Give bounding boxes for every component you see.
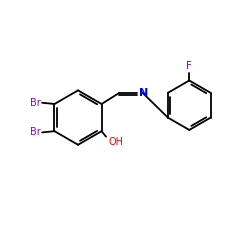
Text: Br: Br — [30, 98, 41, 108]
Text: Br: Br — [30, 128, 41, 138]
Text: F: F — [186, 61, 192, 71]
Text: OH: OH — [109, 136, 124, 146]
Text: N: N — [139, 88, 148, 98]
